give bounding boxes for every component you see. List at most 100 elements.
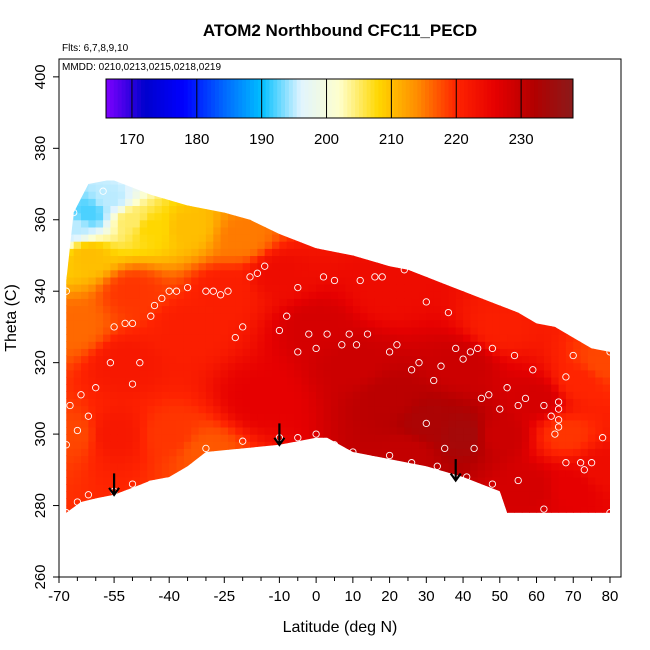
heatmap-cell — [551, 226, 560, 235]
heatmap-cell — [338, 191, 347, 199]
heatmap-cell — [199, 513, 207, 521]
heatmap-cell — [602, 398, 611, 407]
heatmap-cell — [110, 180, 119, 185]
heatmap-cell — [139, 398, 148, 407]
heatmap-cell — [529, 334, 538, 342]
heatmap-cell — [257, 505, 266, 513]
heatmap-cell — [565, 469, 574, 478]
heatmap-cell — [264, 448, 273, 457]
heatmap-cell — [316, 334, 324, 342]
heatmap-cell — [558, 284, 567, 292]
heatmap-cell — [301, 376, 310, 385]
heatmap-cell — [169, 369, 178, 378]
heatmap-cell — [88, 291, 97, 299]
heatmap-cell — [536, 326, 545, 335]
heatmap-cell — [250, 226, 258, 235]
heatmap-cell — [448, 284, 457, 292]
heatmap-cell — [88, 419, 97, 428]
heatmap-cell — [551, 348, 560, 357]
heatmap-cell — [110, 241, 119, 249]
heatmap-cell — [470, 184, 479, 192]
heatmap-cell — [213, 462, 222, 471]
heatmap-cell — [514, 427, 523, 435]
heatmap-cell — [316, 298, 324, 307]
heatmap-cell — [580, 334, 589, 342]
heatmap-cell — [499, 448, 508, 457]
heatmap-cell — [529, 441, 538, 449]
heatmap-cell — [419, 348, 427, 357]
heatmap-cell — [404, 427, 413, 435]
heatmap-cell — [154, 191, 163, 199]
heatmap-cell — [316, 391, 324, 399]
heatmap-cell — [103, 312, 111, 321]
heatmap-cell — [521, 284, 530, 292]
heatmap-cell — [404, 434, 413, 442]
heatmap-cell — [235, 191, 244, 199]
heatmap-cell — [558, 405, 567, 414]
heatmap-cell — [396, 212, 405, 221]
heatmap-cell — [433, 398, 442, 407]
heatmap-cell — [507, 513, 515, 521]
heatmap-cell — [537, 513, 545, 521]
heatmap-cell — [250, 477, 258, 485]
heatmap-cell — [433, 505, 442, 513]
heatmap-cell — [169, 391, 178, 399]
heatmap-cell — [191, 262, 200, 271]
heatmap-cell — [456, 513, 464, 521]
heatmap-cell — [301, 226, 310, 235]
heatmap-cell — [176, 398, 185, 407]
heatmap-cell — [352, 469, 361, 478]
heatmap-cell — [272, 376, 280, 385]
heatmap-cell — [323, 219, 332, 228]
heatmap-cell — [470, 348, 479, 357]
heatmap-cell — [529, 269, 538, 278]
heatmap-cell — [610, 184, 611, 192]
heatmap-cell — [455, 398, 464, 407]
heatmap-cell — [228, 448, 236, 457]
heatmap-cell — [176, 498, 185, 507]
heatmap-cell — [426, 284, 435, 292]
heatmap-cell — [110, 462, 119, 471]
heatmap-cell — [426, 419, 435, 428]
observation-point — [216, 291, 225, 299]
heatmap-cell — [301, 419, 310, 428]
heatmap-cell — [352, 448, 361, 457]
heatmap-cell — [88, 305, 97, 314]
heatmap-cell — [198, 477, 207, 485]
heatmap-cell — [257, 441, 266, 449]
heatmap-cell — [470, 262, 479, 271]
heatmap-cell — [470, 312, 479, 321]
heatmap-cell — [132, 362, 141, 371]
heatmap-cell — [301, 312, 310, 321]
heatmap-cell — [455, 219, 464, 228]
heatmap-cell — [536, 491, 545, 499]
heatmap-cell — [257, 455, 266, 464]
heatmap-cell — [279, 205, 288, 214]
heatmap-cell — [492, 212, 501, 221]
heatmap-cell — [463, 298, 471, 307]
heatmap-cell — [404, 513, 412, 521]
heatmap-cell — [382, 212, 391, 221]
heatmap-cell — [374, 298, 383, 307]
heatmap-cell — [228, 384, 236, 392]
heatmap-cell — [602, 291, 611, 299]
heatmap-cell — [499, 284, 508, 292]
heatmap-cell — [257, 219, 266, 228]
heatmap-cell — [565, 291, 574, 299]
heatmap-cell — [183, 405, 192, 414]
heatmap-cell — [220, 184, 229, 192]
heatmap-cell — [316, 269, 324, 278]
observation-point — [554, 405, 563, 413]
heatmap-cell — [154, 455, 163, 464]
heatmap-cell — [88, 269, 97, 278]
heatmap-cell — [455, 348, 464, 357]
heatmap-cell — [132, 219, 141, 228]
heatmap-cell — [279, 234, 288, 242]
heatmap-cell — [316, 180, 324, 185]
heatmap-cell — [551, 441, 560, 449]
heatmap-cell — [286, 427, 295, 435]
heatmap-cell — [286, 434, 295, 442]
heatmap-cell — [220, 484, 229, 492]
heatmap-cell — [360, 391, 369, 399]
colorbar-segment — [440, 79, 446, 118]
